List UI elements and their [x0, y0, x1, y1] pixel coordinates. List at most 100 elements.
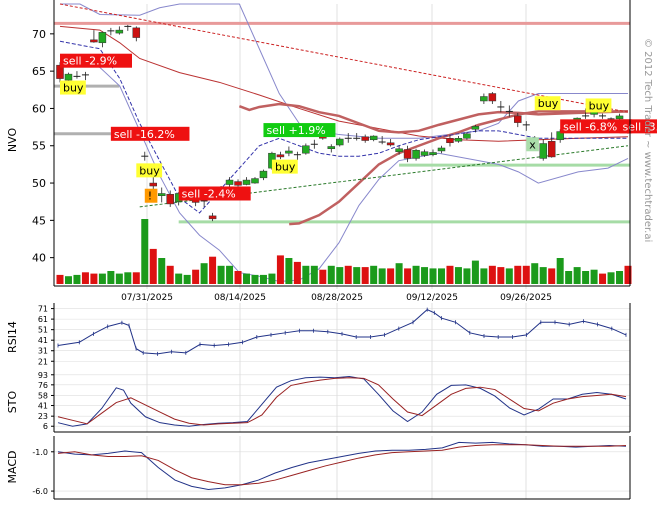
y-tick-label: 41: [38, 336, 48, 345]
candle-body: [149, 182, 158, 187]
signal-label-bg: [178, 186, 251, 201]
candle-body: [285, 150, 293, 154]
volume-bar: [565, 271, 573, 284]
signal-label: buy: [538, 97, 559, 110]
volume-bar: [505, 268, 513, 284]
volume-bar: [370, 265, 378, 284]
y-tick-label: 51: [38, 326, 48, 335]
candle-body: [471, 126, 480, 130]
candle-body: [327, 146, 336, 149]
volume-bar: [64, 276, 72, 284]
signal-label-bg: [136, 163, 163, 178]
candle-body: [615, 115, 624, 120]
signal-label: buy: [139, 164, 160, 177]
volume-bar: [437, 268, 445, 284]
volume-bar: [446, 265, 454, 284]
y-tick-label: 70: [32, 28, 46, 41]
indicator-line: [57, 444, 627, 486]
signal-label: x: [529, 138, 536, 151]
thick-moving-average: [238, 102, 629, 134]
panel-label: RSI14: [6, 321, 19, 353]
volume-bar: [514, 265, 522, 284]
candle-body: [454, 138, 463, 142]
volume-bar: [412, 265, 420, 284]
signal-label-bg: [271, 159, 298, 174]
y-tick-label: 61: [38, 315, 48, 324]
volume-bar: [226, 265, 234, 284]
candle-body: [132, 27, 141, 38]
y-tick-label: 93: [38, 371, 48, 380]
y-tick-label: 71: [38, 305, 48, 314]
candle-body: [361, 136, 369, 141]
volume-bar: [327, 265, 335, 284]
candle-body: [251, 178, 259, 184]
candle-body: [259, 170, 268, 179]
volume-bar: [556, 258, 564, 284]
candle-body: [336, 138, 344, 146]
signal-label: buy: [275, 161, 296, 174]
date-label: 08/28/2025: [311, 293, 363, 303]
signal-label: buy: [589, 99, 610, 112]
volume-bar: [107, 271, 115, 284]
volume-bar: [98, 273, 106, 284]
candle-body: [98, 32, 107, 44]
candle-body: [369, 135, 378, 141]
volume-bar: [421, 267, 429, 284]
volume-bar: [378, 268, 386, 284]
watermark: © 2012 Tech Trader ~ www.techtrader.ai: [642, 38, 653, 242]
volume-bar: [243, 273, 251, 284]
volume-bar: [395, 263, 403, 284]
y-tick-label: 31: [38, 347, 48, 356]
volume-bar: [251, 274, 259, 284]
volume-bar: [234, 271, 242, 284]
signal-label-bg: [60, 53, 132, 68]
volume-bar: [276, 255, 284, 284]
candle-body: [488, 93, 497, 102]
candle-body: [429, 152, 437, 155]
y-tick-label: 23: [38, 412, 48, 421]
thick-moving-average: [289, 110, 628, 226]
moving-average: [59, 25, 629, 142]
y-tick-label: 21: [38, 357, 48, 366]
signal-label: sell -2.4%: [182, 187, 236, 200]
volume-bar: [115, 273, 123, 284]
volume-bar: [353, 267, 361, 284]
candle-body: [463, 133, 471, 139]
signal-label-bg: [526, 137, 539, 152]
signal-label: !: [148, 190, 152, 203]
candle-body: [514, 115, 522, 123]
y-tick-label: 40: [32, 252, 46, 265]
volume-bar: [573, 267, 581, 284]
y-tick-label: -6.0: [32, 487, 48, 496]
candle-body: [225, 179, 234, 185]
candle-body: [64, 73, 73, 81]
signal-label: sell -2.9%: [63, 55, 117, 68]
candle-body: [208, 215, 217, 220]
volume-bar: [124, 272, 132, 284]
candle-body: [157, 193, 166, 196]
date-label: 09/12/2025: [406, 293, 458, 303]
volume-bar: [310, 265, 318, 284]
volume-bar: [454, 267, 462, 284]
candle-body: [276, 154, 285, 158]
y-axis-label: NVO: [6, 128, 19, 153]
candle-body: [539, 143, 547, 159]
volume-bar: [616, 271, 624, 284]
candle-body: [420, 151, 429, 156]
candle-body: [412, 149, 420, 159]
volume-bar: [132, 272, 140, 284]
signal-label: sell -3.8%: [623, 120, 657, 133]
signal-label-bg: [60, 80, 86, 95]
y-tick-label: 45: [32, 214, 46, 227]
volume-bar: [387, 268, 395, 284]
signal-label-bg: [263, 123, 336, 138]
signal-label: sell -16.2%: [114, 128, 175, 141]
volume-bar: [599, 273, 607, 284]
signal-label-bg: [534, 96, 561, 111]
candle-body: [446, 138, 454, 144]
panel-label: MACD: [6, 451, 19, 484]
volume-bar: [166, 265, 174, 284]
volume-bar: [293, 261, 301, 284]
volume-bar: [149, 248, 157, 284]
